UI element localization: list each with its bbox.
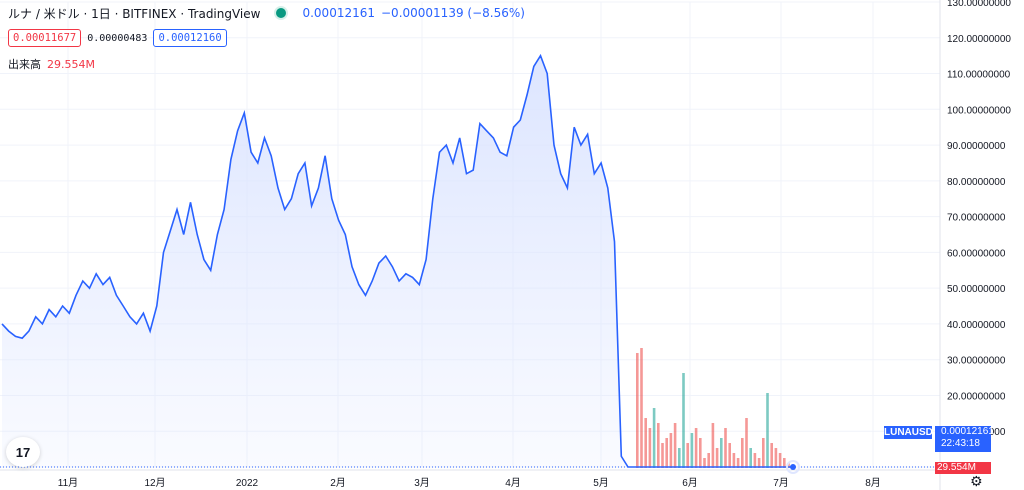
volume-bar bbox=[648, 428, 652, 468]
y-tick-label: 90.00000000 bbox=[947, 141, 1006, 152]
price-tag-countdown: 22:43:18 bbox=[941, 438, 980, 449]
x-tick-label: 6月 bbox=[682, 477, 698, 489]
volume-bar bbox=[753, 453, 757, 468]
volume-bar bbox=[678, 448, 681, 468]
last-point-halo bbox=[786, 459, 800, 474]
symbol-price-tag: LUNAUSD bbox=[884, 426, 933, 439]
volume-bar bbox=[778, 453, 782, 468]
buy-button[interactable]: 0.00012160 bbox=[153, 29, 227, 47]
volume-label: 出来高 bbox=[8, 58, 41, 71]
symbol-header: ルナ / 米ドル · 1日 · BITFINEX · TradingView 0… bbox=[8, 3, 531, 23]
price-tag-value: 0.00012161 bbox=[941, 426, 994, 437]
volume-bar bbox=[686, 443, 689, 468]
volume-bar bbox=[762, 438, 765, 468]
volume-legend: 出来高 29.554M bbox=[8, 56, 95, 72]
volume-bar bbox=[665, 438, 668, 468]
volume-bar bbox=[703, 458, 706, 468]
volume-bar bbox=[690, 433, 694, 468]
y-tick-label: 30.00000000 bbox=[947, 356, 1006, 367]
sell-button[interactable]: 0.00011677 bbox=[8, 29, 82, 47]
volume-bar bbox=[745, 418, 748, 468]
volume-bar bbox=[657, 423, 660, 468]
quote-boxes: 0.00011677 0.00000483 0.00012160 bbox=[8, 29, 227, 47]
volume-bar bbox=[699, 438, 702, 468]
y-tick-label: 50.00000000 bbox=[947, 284, 1006, 295]
x-tick-label: 3月 bbox=[414, 477, 430, 489]
last-price: 0.00012161 bbox=[302, 6, 375, 20]
y-tick-label: 110.00000000 bbox=[947, 70, 1011, 81]
tradingview-logo-icon[interactable]: 17 bbox=[6, 437, 40, 467]
volume-bar bbox=[787, 463, 790, 468]
volume-bar bbox=[774, 448, 778, 468]
volume-bar bbox=[707, 453, 710, 468]
volume-bar bbox=[749, 448, 752, 468]
y-tick-label: 120.00000000 bbox=[947, 34, 1011, 45]
volume-bar bbox=[732, 453, 736, 468]
volume-bar bbox=[711, 423, 715, 468]
volume-bar bbox=[783, 458, 786, 468]
x-tick-label: 12月 bbox=[144, 477, 165, 489]
spread-value: 0.00000483 bbox=[87, 32, 148, 44]
x-tick-label: 2月 bbox=[330, 477, 346, 489]
price-line bbox=[1, 53, 793, 468]
x-tick-label: 4月 bbox=[505, 477, 521, 489]
x-tick-label: 2022 bbox=[236, 478, 259, 489]
y-tick-label: 130.00000000 bbox=[947, 0, 1011, 9]
symbol-title[interactable]: ルナ / 米ドル · 1日 · BITFINEX · TradingView bbox=[8, 6, 261, 21]
volume-bar bbox=[652, 408, 656, 468]
settings-gear-icon[interactable]: ⚙ bbox=[970, 474, 983, 490]
volume-bar bbox=[741, 438, 744, 468]
volume-bar bbox=[766, 393, 769, 468]
volume-bar bbox=[770, 443, 773, 468]
volume-bar bbox=[736, 458, 740, 468]
volume-bar bbox=[757, 458, 761, 468]
volume-bar bbox=[682, 373, 685, 468]
volume-bar bbox=[724, 428, 727, 468]
price-axis-tag: 0.00012161 22:43:18 bbox=[935, 426, 994, 452]
volume-bar bbox=[720, 438, 723, 468]
y-tick-label: 80.00000000 bbox=[947, 177, 1006, 188]
market-status-icon[interactable] bbox=[274, 6, 289, 20]
volume-bar bbox=[640, 348, 643, 468]
y-tick-label: 20.00000000 bbox=[947, 391, 1006, 402]
last-point-marker bbox=[790, 463, 796, 470]
y-tick-label: 70.00000000 bbox=[947, 213, 1006, 224]
y-tick-label: 100.00000000 bbox=[947, 105, 1011, 116]
x-tick-label: 5月 bbox=[593, 477, 609, 489]
volume-bar bbox=[644, 418, 647, 468]
volume-bar bbox=[728, 443, 731, 468]
volume-axis-tag: 29.554M bbox=[935, 462, 991, 474]
y-tick-label: 60.00000000 bbox=[947, 248, 1006, 259]
x-tick-label: 11月 bbox=[58, 477, 78, 489]
x-tick-label: 7月 bbox=[773, 477, 789, 489]
volume-bar bbox=[661, 443, 664, 468]
volume-value: 29.554M bbox=[47, 58, 95, 71]
volume-bar bbox=[694, 428, 698, 468]
price-change: −0.00001139 (−8.56%) bbox=[381, 6, 525, 20]
volume-bar bbox=[673, 423, 677, 468]
volume-bar bbox=[636, 353, 639, 468]
volume-bar bbox=[669, 433, 673, 468]
price-area-fill bbox=[2, 55, 793, 467]
volume-bar bbox=[715, 448, 719, 468]
x-tick-label: 8月 bbox=[865, 477, 881, 489]
y-tick-label: 40.00000000 bbox=[947, 320, 1006, 331]
